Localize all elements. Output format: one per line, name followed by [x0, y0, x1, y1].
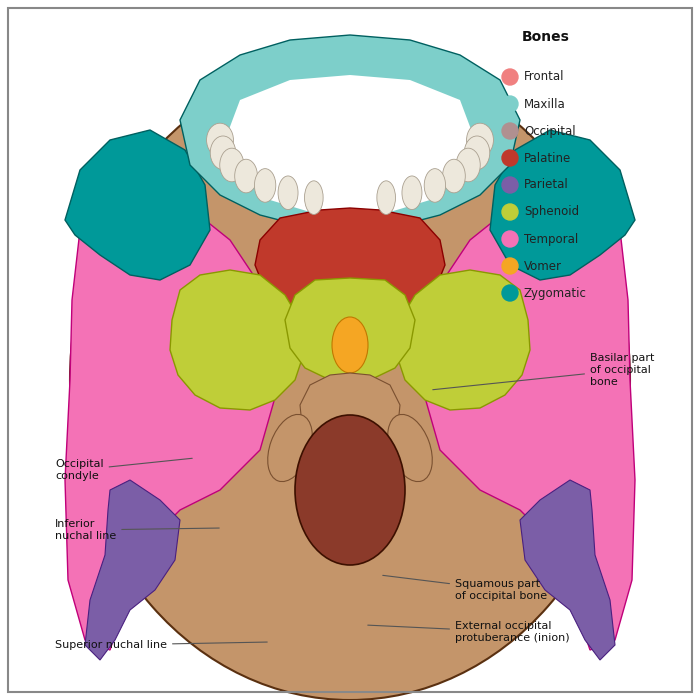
Polygon shape — [65, 190, 280, 650]
Circle shape — [502, 69, 518, 85]
Ellipse shape — [234, 159, 258, 192]
Ellipse shape — [295, 415, 405, 565]
Ellipse shape — [206, 123, 233, 157]
Polygon shape — [300, 373, 400, 452]
Text: Inferior
nuchal line: Inferior nuchal line — [55, 519, 219, 541]
Ellipse shape — [254, 169, 276, 202]
Ellipse shape — [464, 136, 490, 169]
Text: Superior nuchal line: Superior nuchal line — [55, 640, 267, 650]
Polygon shape — [170, 270, 305, 410]
Ellipse shape — [210, 136, 236, 169]
Text: Temporal: Temporal — [524, 232, 578, 246]
Text: Sphenoid: Sphenoid — [524, 206, 579, 218]
Polygon shape — [395, 270, 530, 410]
Text: Maxilla: Maxilla — [524, 97, 566, 111]
Circle shape — [502, 150, 518, 166]
Ellipse shape — [456, 148, 480, 182]
Ellipse shape — [220, 148, 244, 182]
Text: External occipital
protuberance (inion): External occipital protuberance (inion) — [368, 621, 570, 643]
Polygon shape — [520, 480, 615, 660]
Text: Basilar part
of occipital
bone: Basilar part of occipital bone — [433, 354, 654, 390]
Text: Vomer: Vomer — [524, 260, 562, 272]
Ellipse shape — [467, 123, 494, 157]
Circle shape — [502, 285, 518, 301]
Ellipse shape — [278, 176, 298, 209]
Ellipse shape — [377, 181, 395, 214]
Circle shape — [502, 231, 518, 247]
Circle shape — [502, 258, 518, 274]
Polygon shape — [255, 208, 445, 330]
Ellipse shape — [388, 414, 433, 482]
Ellipse shape — [267, 414, 312, 482]
Polygon shape — [285, 278, 415, 383]
Circle shape — [502, 123, 518, 139]
Text: Occipital: Occipital — [524, 125, 575, 137]
Polygon shape — [420, 190, 635, 650]
Polygon shape — [65, 130, 210, 280]
Ellipse shape — [424, 169, 446, 202]
Ellipse shape — [442, 159, 466, 192]
Text: Zygomatic: Zygomatic — [524, 286, 587, 300]
Circle shape — [502, 96, 518, 112]
Text: Occipital
condyle: Occipital condyle — [55, 458, 192, 481]
Text: Squamous part
of occipital bone: Squamous part of occipital bone — [383, 575, 547, 601]
Circle shape — [502, 204, 518, 220]
Polygon shape — [180, 35, 520, 232]
Ellipse shape — [304, 181, 323, 214]
Text: Parietal: Parietal — [524, 178, 568, 192]
Circle shape — [502, 177, 518, 193]
Text: Frontal: Frontal — [524, 71, 564, 83]
Polygon shape — [85, 480, 180, 660]
Text: Bones: Bones — [522, 30, 570, 44]
Polygon shape — [490, 130, 635, 280]
Ellipse shape — [402, 176, 422, 209]
Polygon shape — [225, 75, 475, 216]
Ellipse shape — [332, 317, 368, 373]
Ellipse shape — [70, 60, 630, 700]
Text: Palatine: Palatine — [524, 151, 571, 164]
